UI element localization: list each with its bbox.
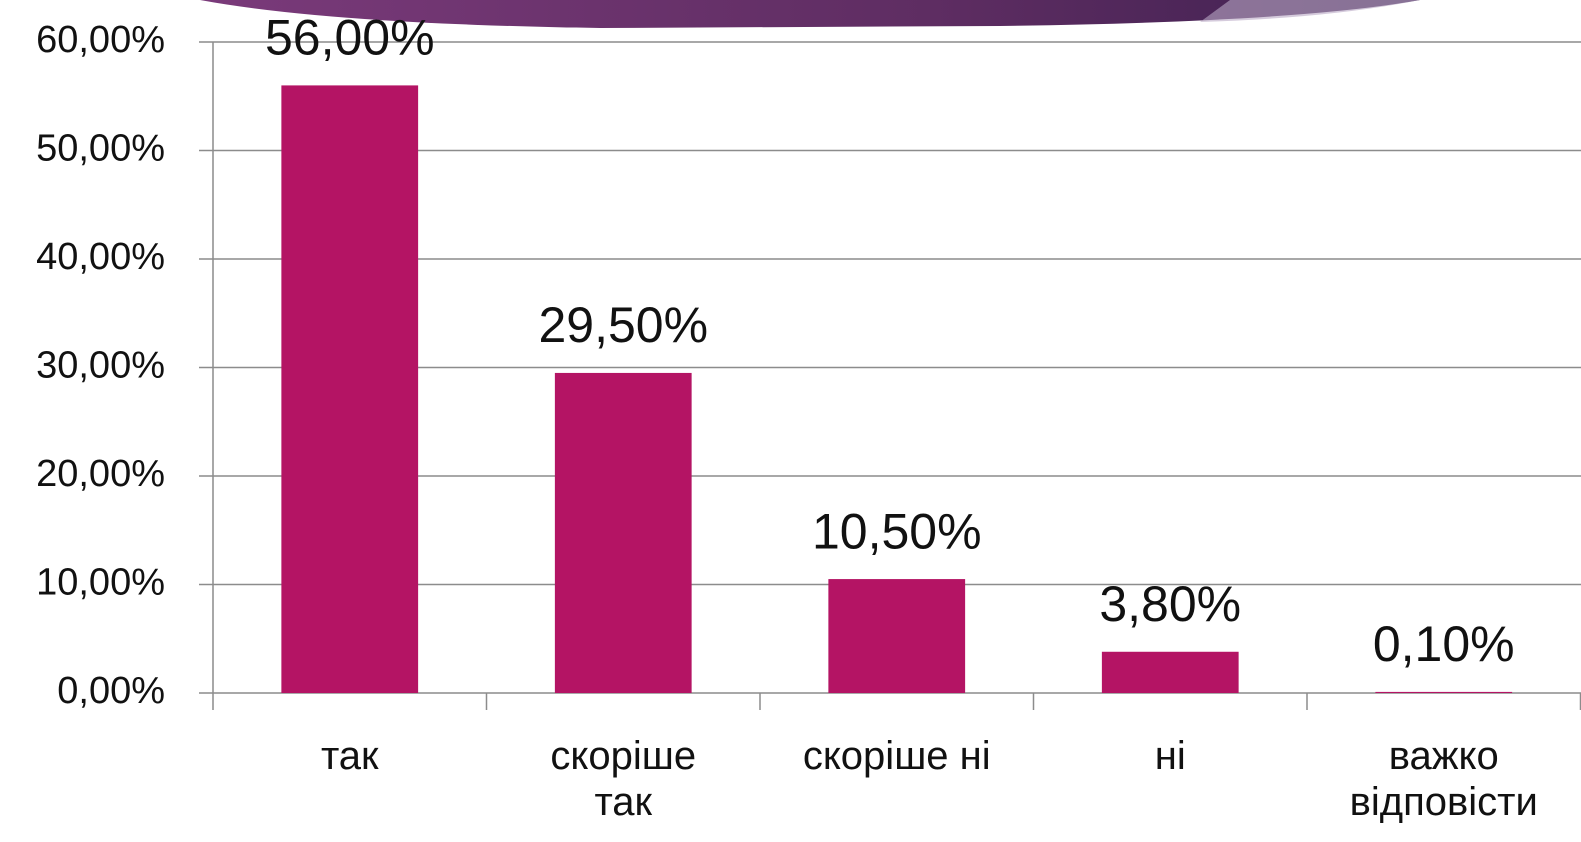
x-tick-label: важко відповісти [1349, 734, 1538, 824]
data-label: 0,10% [1373, 616, 1515, 672]
bar [828, 579, 966, 693]
x-tick-label: ні [1154, 734, 1186, 778]
data-label: 10,50% [812, 503, 982, 559]
bar [1375, 691, 1513, 693]
data-label: 56,00% [265, 10, 435, 66]
x-tick-label: скоріше так [550, 734, 697, 824]
x-tick-label: так [320, 734, 379, 778]
data-label: 3,80% [1099, 576, 1241, 632]
x-tick-label: скоріше ні [802, 734, 991, 778]
banner [200, 0, 1420, 28]
banner-accent [1200, 0, 1420, 22]
y-tick-label: 60,00% [36, 19, 165, 61]
data-label: 29,50% [538, 297, 708, 353]
y-tick-label: 40,00% [36, 236, 165, 278]
bar [1101, 651, 1239, 693]
bar [554, 372, 692, 693]
y-tick-label: 50,00% [36, 128, 165, 170]
y-tick-label: 20,00% [36, 453, 165, 495]
y-tick-label: 30,00% [36, 345, 165, 387]
y-tick-label: 10,00% [36, 562, 165, 604]
y-tick-label: 0,00% [57, 670, 165, 712]
bar [281, 85, 419, 693]
